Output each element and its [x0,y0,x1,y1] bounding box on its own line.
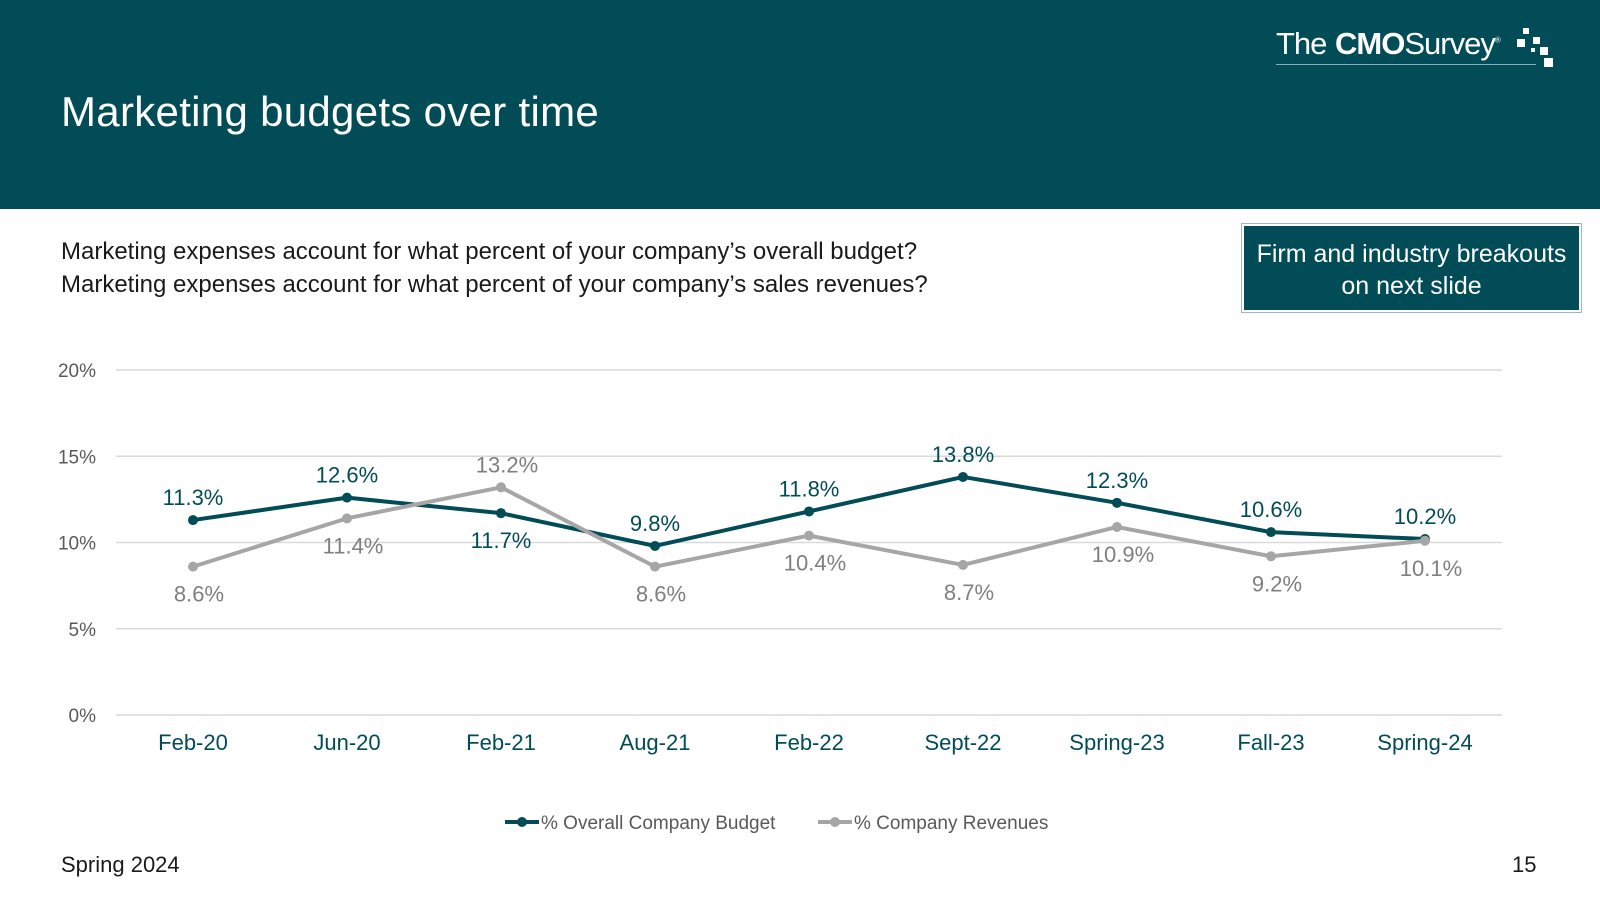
data-label: 8.6% [174,582,224,607]
data-label: 11.3% [163,485,224,510]
data-point [650,540,660,551]
x-tick-label: Jun-20 [313,730,380,755]
data-label: 13.2% [476,452,538,477]
data-point [496,508,506,519]
data-label: 11.8% [779,476,840,501]
data-point [650,561,660,572]
data-label: 9.2% [1252,571,1302,596]
logo-registered-mark: ® [1494,35,1501,45]
data-label: 12.6% [316,463,378,488]
y-tick-label: 0% [69,706,97,727]
x-tick-label: Fall-23 [1237,730,1304,755]
x-tick-label: Feb-21 [466,730,536,755]
page-number: 15 [1512,852,1537,877]
logo-dots-icon [1517,28,1553,67]
footer-edition: Spring 2024 [61,852,180,877]
marketing-budget-line-chart: 0% 5% 10% 15% 20% Feb-20 Jun-20 Feb-21 Aug-21 Feb… [58,361,1502,834]
x-tick-label: Aug-21 [620,730,691,755]
data-point [1420,535,1430,546]
data-label: 11.4% [323,533,384,558]
title-banner: Marketing budgets over time The CMOSurve… [0,0,1600,209]
question-budget: Marketing expenses account for what perc… [61,238,918,265]
logo-suffix: Survey [1404,26,1495,61]
y-tick-label: 20% [58,361,96,382]
data-label: 10.1% [1400,556,1462,581]
data-label: 8.6% [636,582,686,607]
data-label: 12.3% [1086,468,1148,493]
data-point [804,506,814,517]
legend-label: % Overall Company Budget [541,813,776,834]
data-point [958,471,968,482]
data-label: 13.8% [932,442,994,467]
data-point [1112,497,1122,508]
data-point [342,513,352,524]
data-point [804,530,814,541]
question-revenues: Marketing expenses account for what perc… [61,271,928,298]
page-title: Marketing budgets over time [61,88,600,135]
x-tick-label: Feb-20 [158,730,228,755]
data-label: 10.4% [784,551,846,576]
data-point [1266,527,1276,538]
breakouts-callout: Firm and industry breakouts on next slid… [1242,224,1581,312]
data-point [496,482,506,493]
x-tick-label: Sept-22 [924,730,1001,755]
logo-underline [1276,64,1536,65]
y-tick-label: 10% [58,534,96,555]
y-tick-label: 5% [69,620,97,641]
x-tick-label: Spring-24 [1377,730,1472,755]
data-label: 10.6% [1240,497,1302,522]
legend-swatch-marker [517,817,527,827]
data-label: 10.9% [1092,542,1154,567]
data-point [1266,551,1276,562]
data-point [958,559,968,570]
survey-questions: Marketing expenses account for what perc… [61,235,928,301]
data-point [188,515,198,526]
cmo-survey-logo: The CMOSurvey® [1276,26,1501,68]
data-point [1112,521,1122,532]
data-point [188,561,198,572]
legend-label: % Company Revenues [854,813,1048,834]
logo-prefix: The [1276,26,1327,61]
data-point [342,492,352,503]
data-label: 8.7% [944,580,994,605]
logo-bold: CMO [1335,26,1405,61]
x-tick-label: Spring-23 [1069,730,1164,755]
x-tick-label: Feb-22 [774,730,844,755]
data-label: 11.7% [471,528,532,553]
data-label: 10.2% [1394,504,1456,529]
data-label: 9.8% [630,511,680,536]
legend-swatch-marker [830,817,840,827]
y-tick-label: 15% [58,447,96,468]
